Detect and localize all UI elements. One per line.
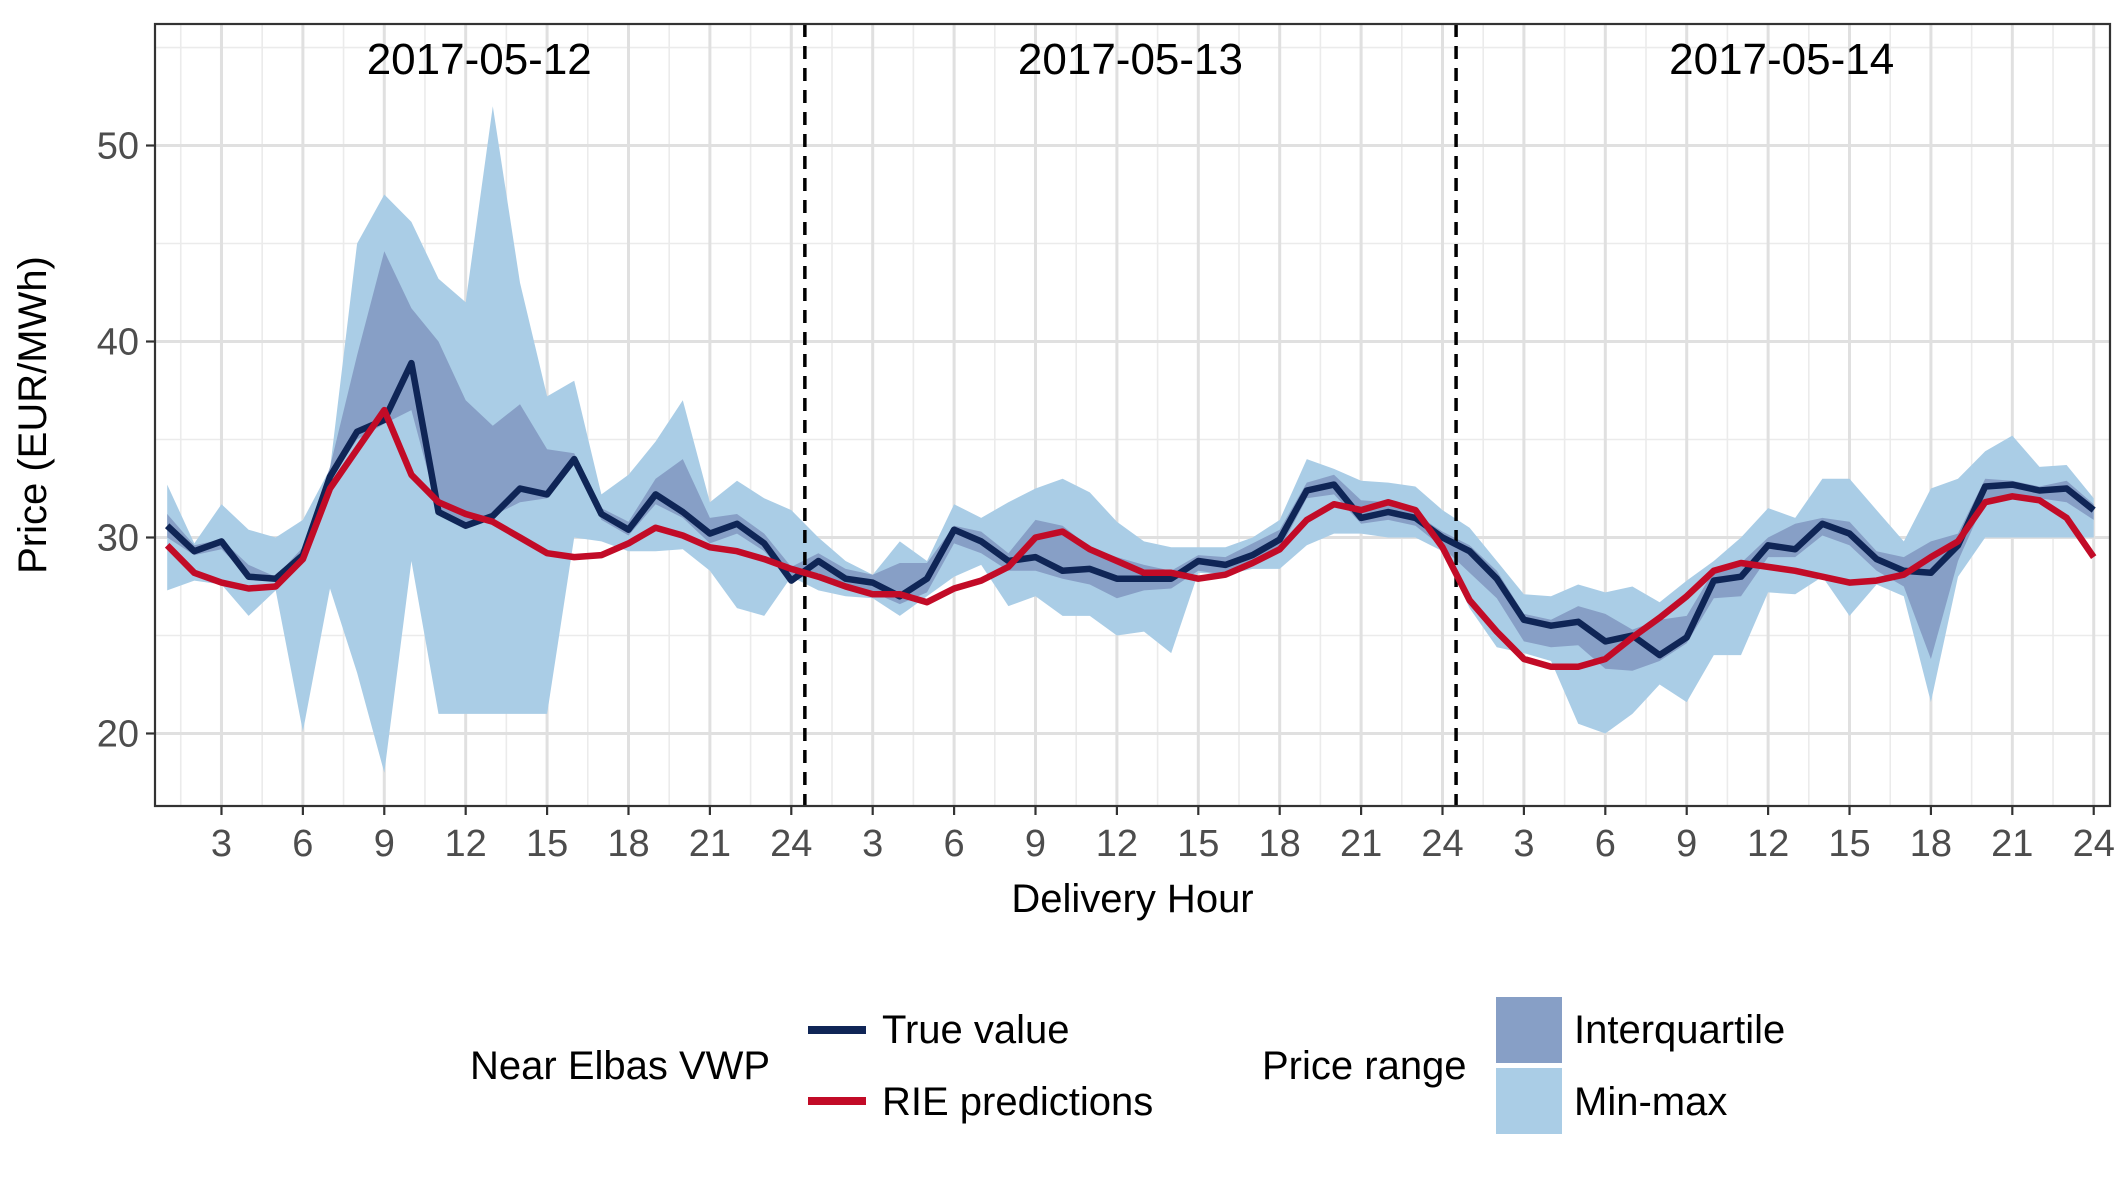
- series-lines: [164, 359, 2097, 671]
- legend-key-min-max: [1496, 1068, 1562, 1134]
- legend-label-true-value: True value: [882, 1008, 1070, 1052]
- x-tick-label: 3: [211, 823, 232, 865]
- day-label: 2017-05-14: [1669, 35, 1894, 84]
- price-range-bands: [167, 106, 2094, 773]
- x-tick-label: 18: [1910, 823, 1952, 865]
- legend-key-interquartile: [1496, 997, 1562, 1063]
- band-interquartile: [167, 251, 2094, 671]
- y-tick-label: 40: [97, 322, 139, 364]
- band-min-max: [167, 106, 2094, 773]
- x-tick-label: 24: [770, 823, 812, 865]
- x-tick-label: 15: [1177, 823, 1219, 865]
- x-tick-label: 21: [1340, 823, 1382, 865]
- x-tick-label: 9: [374, 823, 395, 865]
- legend-title-range: Price range: [1262, 1044, 1467, 1088]
- x-tick-label: 6: [944, 823, 965, 865]
- x-tick-label: 24: [1421, 823, 1463, 865]
- x-tick-label: 6: [1595, 823, 1616, 865]
- x-tick-label: 18: [1259, 823, 1301, 865]
- x-tick-label: 9: [1676, 823, 1697, 865]
- panel-border: [153, 22, 2112, 808]
- day-labels: 2017-05-12 2017-05-13 2017-05-14: [367, 35, 1895, 84]
- legend-label-interquartile: Interquartile: [1574, 1008, 1785, 1052]
- x-tick-label: 3: [1513, 823, 1534, 865]
- day-label: 2017-05-13: [1018, 35, 1243, 84]
- legend-label-rie-predictions: RIE predictions: [882, 1080, 1153, 1124]
- y-tick-label: 20: [97, 713, 139, 755]
- x-tick-label: 18: [607, 823, 649, 865]
- x-tick-label: 24: [2073, 823, 2115, 865]
- x-tick-label: 21: [1991, 823, 2033, 865]
- legend-title-line: Near Elbas VWP: [470, 1044, 770, 1088]
- x-tick-label: 21: [689, 823, 731, 865]
- x-tick-label: 12: [445, 823, 487, 865]
- x-tick-label: 15: [526, 823, 568, 865]
- y-axis-title: Price (EUR/MWh): [11, 256, 55, 574]
- x-tick-label: 3: [862, 823, 883, 865]
- y-tick-label: 50: [97, 126, 139, 168]
- x-tick-label: 12: [1096, 823, 1138, 865]
- x-tick-label: 15: [1828, 823, 1870, 865]
- series-line-rie-predictions: [164, 406, 2097, 671]
- day-label: 2017-05-12: [367, 35, 592, 84]
- y-tick-label: 30: [97, 517, 139, 559]
- x-tick-label: 6: [292, 823, 313, 865]
- x-axis-title: Delivery Hour: [1011, 877, 1253, 921]
- x-tick-label: 12: [1747, 823, 1789, 865]
- x-tick-label: 9: [1025, 823, 1046, 865]
- axis-ticks: 20 30 40 50 3 6 9 12 15 18 21 24 3 6 9 12 15 18 21 24 3 6 9 12 1…: [97, 126, 2115, 865]
- legend: Near Elbas VWP True value RIE prediction…: [470, 997, 1785, 1134]
- legend-label-min-max: Min-max: [1574, 1080, 1727, 1124]
